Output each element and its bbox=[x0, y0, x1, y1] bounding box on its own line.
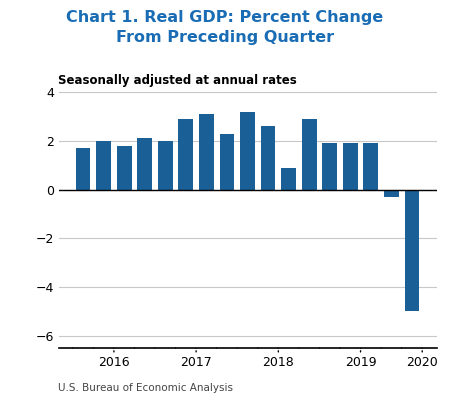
Bar bbox=[96, 141, 111, 190]
Text: Chart 1. Real GDP: Percent Change: Chart 1. Real GDP: Percent Change bbox=[67, 10, 383, 25]
Text: 2018: 2018 bbox=[262, 356, 294, 369]
Bar bbox=[302, 119, 316, 190]
Text: 2019: 2019 bbox=[345, 356, 376, 369]
Bar bbox=[179, 119, 193, 190]
Bar bbox=[364, 143, 378, 190]
Bar bbox=[384, 190, 399, 197]
Bar bbox=[199, 114, 214, 190]
Text: 2017: 2017 bbox=[180, 356, 212, 369]
Bar bbox=[281, 168, 296, 190]
Text: 2016: 2016 bbox=[98, 356, 130, 369]
Bar bbox=[322, 143, 337, 190]
Bar bbox=[158, 141, 173, 190]
Bar bbox=[343, 143, 358, 190]
Text: From Preceding Quarter: From Preceding Quarter bbox=[116, 30, 334, 45]
Bar bbox=[261, 126, 275, 190]
Text: U.S. Bureau of Economic Analysis: U.S. Bureau of Economic Analysis bbox=[58, 383, 234, 393]
Bar bbox=[76, 148, 90, 190]
Bar bbox=[220, 134, 234, 190]
Text: Seasonally adjusted at annual rates: Seasonally adjusted at annual rates bbox=[58, 74, 297, 87]
Bar bbox=[405, 190, 419, 312]
Bar bbox=[240, 112, 255, 190]
Bar bbox=[117, 146, 131, 190]
Text: 2020: 2020 bbox=[406, 356, 438, 369]
Bar bbox=[137, 138, 152, 190]
